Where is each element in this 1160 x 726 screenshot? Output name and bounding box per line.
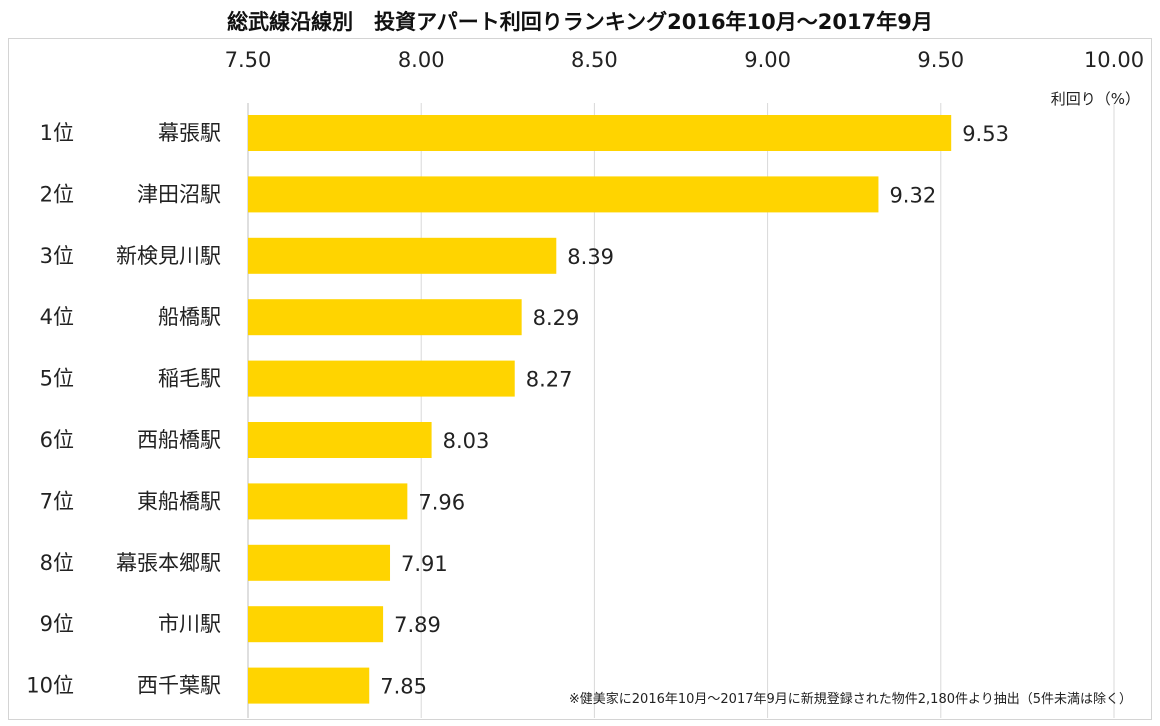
bar [248, 237, 557, 274]
x-tick-label: 9.50 [917, 48, 964, 72]
x-tick-label: 8.50 [571, 48, 618, 72]
rank-label: 9位 [40, 612, 74, 636]
data-label: 7.91 [401, 552, 448, 576]
x-tick-label: 10.00 [1084, 48, 1144, 72]
data-label: 8.03 [443, 429, 490, 453]
category-label: 市川駅 [158, 612, 221, 636]
data-label: 7.89 [394, 613, 441, 637]
bar [248, 360, 515, 397]
bar [248, 667, 370, 704]
category-label: 西船橋駅 [137, 428, 221, 452]
data-label: 9.53 [962, 122, 1009, 146]
data-label: 7.85 [380, 675, 427, 699]
category-label: 新検見川駅 [116, 244, 221, 268]
category-label: 船橋駅 [158, 305, 221, 329]
category-label: 稲毛駅 [158, 367, 221, 391]
rank-label: 10位 [26, 674, 74, 698]
bar [248, 606, 384, 643]
bar [248, 299, 522, 336]
bar [248, 483, 408, 520]
rank-label: 8位 [40, 551, 74, 575]
rank-label: 2位 [40, 182, 74, 206]
rank-label: 4位 [40, 305, 74, 329]
rank-label: 1位 [40, 121, 74, 145]
chart-frame [8, 38, 1152, 720]
x-tick-label: 8.00 [398, 48, 445, 72]
x-axis-label: 利回り（%） [1050, 90, 1140, 108]
chart-title: 総武線沿線別 投資アパート利回りランキング2016年10月～2017年9月 [227, 10, 933, 34]
footnote: ※健美家に2016年10月～2017年9月に新規登録された物件2,180件より抽… [568, 692, 1132, 707]
bar [248, 115, 952, 151]
x-tick-label: 9.00 [744, 48, 791, 72]
data-label: 7.96 [418, 490, 465, 514]
category-label: 幕張駅 [158, 121, 221, 145]
bar [248, 422, 432, 458]
data-label: 8.29 [533, 306, 580, 330]
category-label: 津田沼駅 [137, 182, 221, 206]
rank-label: 5位 [40, 367, 74, 391]
category-label: 西千葉駅 [137, 674, 221, 698]
data-label: 8.27 [526, 368, 573, 392]
category-label: 幕張本郷駅 [116, 551, 221, 575]
rank-label: 3位 [40, 244, 74, 268]
data-label: 9.32 [889, 183, 936, 207]
rank-label: 7位 [40, 489, 74, 513]
bar [248, 176, 879, 213]
bar [248, 544, 391, 581]
x-tick-label: 7.50 [225, 48, 272, 72]
data-label: 8.39 [567, 245, 614, 269]
rank-label: 6位 [40, 428, 74, 452]
category-label: 東船橋駅 [137, 489, 221, 513]
